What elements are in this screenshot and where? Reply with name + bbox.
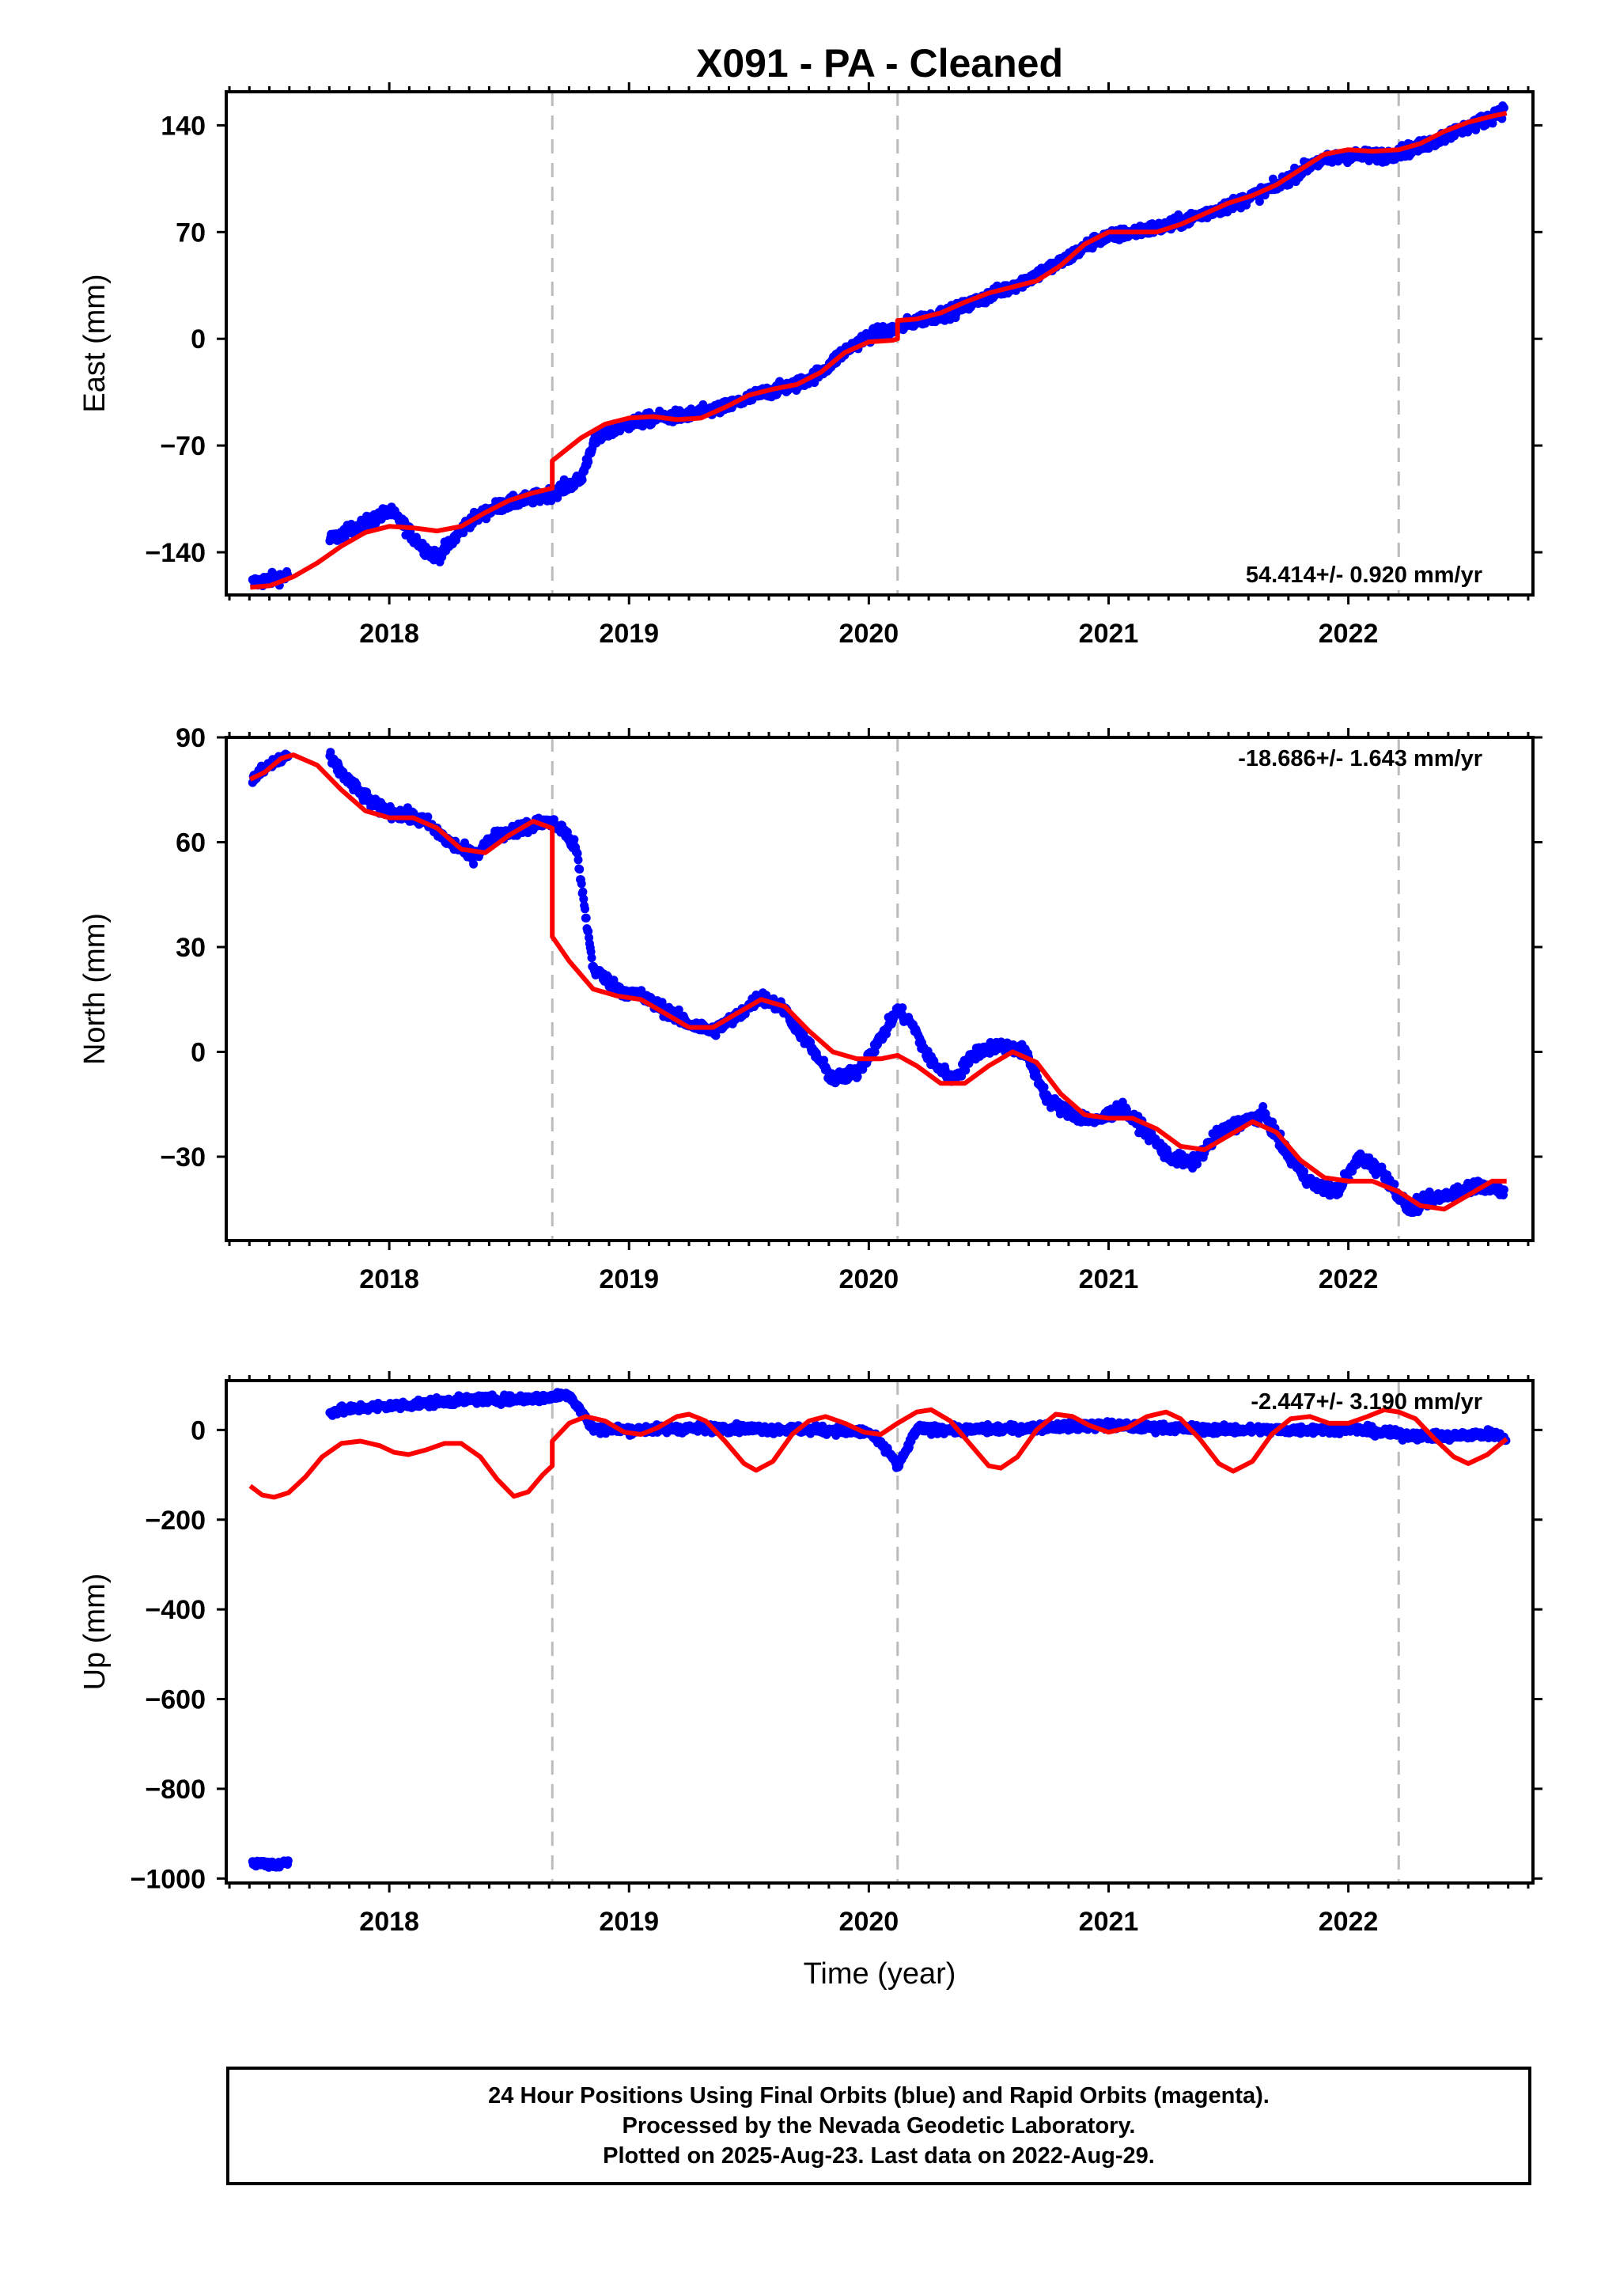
y-tick-label: 0 bbox=[191, 1038, 206, 1068]
plot-frame bbox=[225, 90, 1535, 597]
data-point bbox=[423, 812, 433, 821]
data-point bbox=[575, 865, 585, 874]
east-panel: −140 −70 0 70 140 2018 2019 2020 2021 2022 East (m… bbox=[78, 82, 1542, 649]
y-axis-title: East (mm) bbox=[78, 274, 112, 412]
model-line bbox=[248, 752, 1507, 1212]
velocity-label: -18.686+/- 1.643 mm/yr bbox=[1238, 746, 1482, 771]
data-point bbox=[1390, 1180, 1399, 1189]
y-tick-label: 70 bbox=[176, 218, 206, 248]
y-tick-label: 60 bbox=[176, 828, 206, 858]
data-point bbox=[1193, 1159, 1202, 1169]
data-point bbox=[579, 894, 589, 904]
y-tick-label: −30 bbox=[160, 1142, 206, 1173]
x-tick-label: 2022 bbox=[1319, 1264, 1379, 1294]
y-tick-label: 0 bbox=[191, 324, 206, 354]
y-tick-label: 90 bbox=[176, 723, 206, 753]
data-point bbox=[573, 855, 583, 865]
data-point bbox=[587, 953, 596, 963]
data-point bbox=[1255, 197, 1264, 206]
plot-area bbox=[248, 737, 1508, 1241]
y-tick-label: 30 bbox=[176, 933, 206, 963]
data-point bbox=[1488, 119, 1497, 128]
data-point bbox=[581, 904, 589, 914]
data-point bbox=[584, 457, 593, 467]
data-point bbox=[573, 849, 582, 858]
data-point bbox=[584, 926, 593, 936]
data-point bbox=[898, 1003, 907, 1013]
x-tick-label: 2020 bbox=[839, 1264, 899, 1294]
north-panel: −30 0 30 60 90 2018 2019 2020 2021 2022 North (mm)… bbox=[78, 723, 1542, 1294]
data-point bbox=[577, 879, 586, 888]
x-tick-label: 2018 bbox=[359, 1264, 419, 1294]
data-point bbox=[1258, 1102, 1268, 1111]
plot-area bbox=[248, 92, 1508, 595]
y-tick-label: −140 bbox=[145, 538, 206, 568]
data-point bbox=[1499, 103, 1508, 112]
y-axis-title: North (mm) bbox=[78, 913, 112, 1065]
x-tick-label: 2021 bbox=[1079, 1264, 1139, 1294]
data-point bbox=[674, 1005, 683, 1014]
plot-area bbox=[248, 1381, 1511, 1883]
data-point bbox=[578, 887, 588, 896]
data-point bbox=[570, 835, 579, 844]
plot-frame bbox=[225, 736, 1535, 1242]
data-point bbox=[577, 475, 587, 484]
observed-series bbox=[248, 1388, 1511, 1872]
y-tick-label: −70 bbox=[160, 431, 206, 461]
model-line bbox=[250, 111, 1508, 590]
data-point bbox=[1039, 1082, 1049, 1092]
x-tick-label: 2021 bbox=[1079, 619, 1139, 649]
x-tick-label: 2019 bbox=[599, 619, 659, 649]
x-tick-label: 2022 bbox=[1319, 619, 1379, 649]
observed-series bbox=[248, 101, 1508, 590]
y-tick-label: 140 bbox=[161, 111, 206, 141]
x-tick-label: 2019 bbox=[599, 1264, 659, 1294]
data-point bbox=[469, 859, 479, 869]
data-point bbox=[581, 913, 591, 923]
figure-title: X091 - PA - Cleaned bbox=[696, 41, 1063, 85]
data-point bbox=[1499, 1185, 1508, 1195]
observed-series bbox=[248, 748, 1508, 1218]
x-tick-label: 2018 bbox=[359, 619, 419, 649]
velocity-label: 54.414+/- 0.920 mm/yr bbox=[1246, 563, 1482, 588]
x-tick-label: 2020 bbox=[839, 619, 899, 649]
data-point bbox=[283, 1856, 293, 1866]
